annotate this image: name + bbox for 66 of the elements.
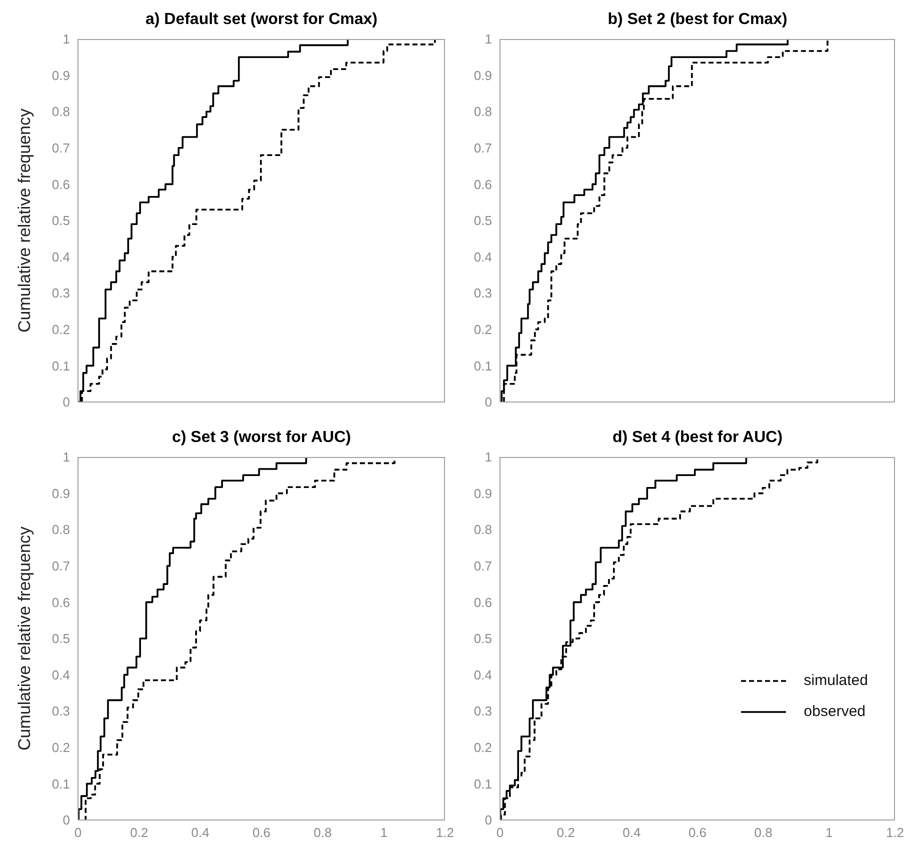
y-tick-label: 0.2 (474, 322, 492, 338)
y-tick-label: 0.7 (474, 140, 492, 156)
y-tick-label: 0.8 (474, 104, 492, 120)
y-tick-label: 0.6 (52, 176, 70, 192)
y-tick-label: 0.8 (474, 522, 492, 538)
y-tick-label: 0.5 (474, 213, 492, 228)
x-tick-label: 0.4 (622, 825, 641, 840)
y-tick-label: 0 (484, 394, 492, 410)
y-tick-label: 0.9 (474, 68, 492, 83)
y-axis-title: Cumulative relative frequency (15, 526, 34, 750)
x-tick-label: 0 (74, 825, 82, 840)
y-tick-label: 0 (62, 812, 70, 828)
y-tick-label: 1 (62, 32, 70, 47)
y-tick-label: 0.1 (52, 776, 70, 792)
y-tick-label: 1 (484, 32, 492, 47)
y-tick-label: 0.6 (474, 176, 492, 192)
y-tick-label: 0.7 (474, 558, 492, 574)
x-tick-label: 0.2 (130, 825, 148, 840)
y-tick-label: 1 (62, 450, 70, 465)
y-tick-label: 0.2 (474, 740, 492, 756)
y-tick-label: 0.7 (52, 140, 70, 156)
y-tick-label: 0.4 (52, 249, 70, 264)
x-tick-label: 0.2 (556, 825, 575, 840)
y-tick-label: 0.2 (52, 740, 70, 756)
y-tick-label: 0.7 (52, 558, 70, 574)
y-tick-label: 0.4 (474, 249, 492, 264)
y-tick-label: 0.5 (52, 631, 70, 646)
x-tick-label: 0 (496, 825, 504, 840)
y-tick-label: 0 (484, 812, 492, 828)
chart-title: b) Set 2 (best for Cmax) (606, 11, 788, 29)
chart-title: c) Set 3 (worst for AUC) (171, 429, 352, 447)
x-tick-label: 0.6 (688, 825, 707, 840)
y-tick-label: 0.1 (474, 358, 492, 374)
y-tick-label: 0.8 (52, 104, 70, 120)
y-tick-label: 0.6 (474, 594, 492, 610)
y-tick-label: 0.9 (52, 486, 70, 501)
x-tick-label: 0.6 (252, 825, 271, 840)
x-tick-label: 1.2 (436, 825, 454, 840)
legend-label: observed (804, 703, 866, 720)
y-axis-title: Cumulative relative frequency (15, 108, 34, 332)
chart-title: a) Default set (worst for Cmax) (144, 11, 379, 29)
y-tick-label: 0.3 (52, 286, 70, 301)
chart-title: d) Set 4 (best for AUC) (611, 429, 784, 447)
y-tick-label: 0.4 (474, 667, 492, 682)
y-tick-label: 0.1 (52, 358, 70, 374)
y-tick-label: 0.1 (474, 776, 492, 792)
y-tick-label: 0.5 (474, 631, 492, 646)
y-tick-label: 0.8 (52, 522, 70, 538)
y-tick-label: 0 (62, 394, 70, 410)
y-tick-label: 0.6 (52, 594, 70, 610)
y-tick-label: 0.3 (474, 704, 492, 719)
y-tick-label: 0.2 (52, 322, 70, 338)
x-tick-label: 0.8 (314, 825, 332, 840)
x-tick-label: 0.4 (191, 825, 210, 840)
legend-label: simulated (804, 672, 868, 689)
y-tick-label: 0.3 (52, 704, 70, 719)
y-tick-label: 0.9 (52, 68, 70, 83)
y-tick-label: 1 (484, 450, 492, 465)
y-tick-label: 0.9 (474, 486, 492, 501)
y-tick-label: 0.5 (52, 213, 70, 228)
y-tick-label: 0.3 (474, 286, 492, 301)
y-tick-label: 0.4 (52, 667, 70, 682)
x-tick-label: 0.8 (754, 825, 772, 840)
x-tick-label: 1.2 (886, 825, 904, 840)
x-tick-label: 1 (826, 825, 833, 840)
x-tick-label: 1 (380, 825, 388, 840)
